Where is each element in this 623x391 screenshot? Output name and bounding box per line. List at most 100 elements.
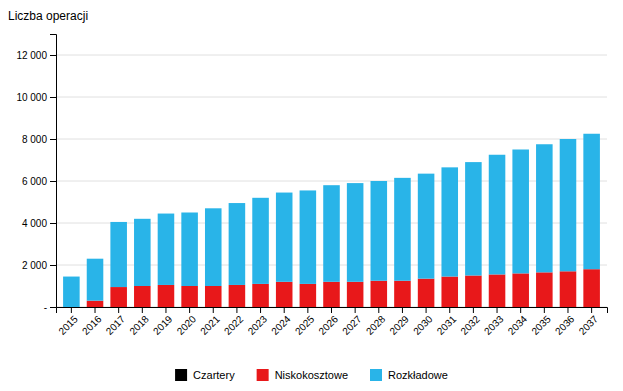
tick-label: 4 000: [22, 218, 47, 229]
bar: [205, 286, 222, 307]
tick: 2019: [151, 307, 175, 337]
bar: [134, 219, 151, 286]
tick-mark: [284, 307, 285, 313]
tick: 2030: [411, 307, 435, 337]
series: [63, 134, 600, 307]
bar: [229, 285, 246, 307]
bar: [583, 269, 600, 307]
bar: [87, 301, 104, 307]
tick-label: 2020: [175, 313, 199, 337]
tick-label: 2022: [222, 313, 246, 337]
legend-label: Niskokosztowe: [275, 369, 348, 381]
tick-label: 2021: [198, 313, 222, 337]
bar: [441, 167, 458, 276]
bar: [465, 276, 482, 308]
legend-item: Rozkładowe: [370, 369, 448, 381]
tick-mark: [567, 307, 568, 313]
tick-mark: [213, 307, 214, 313]
tick-label: 2029: [387, 313, 411, 337]
bar: [110, 287, 127, 307]
bar: [489, 274, 506, 307]
bar: [418, 279, 435, 307]
bar: [134, 286, 151, 307]
legend-swatch: [175, 369, 187, 381]
tick-mark: [50, 307, 56, 308]
bar: [441, 277, 458, 307]
bar: [300, 190, 317, 283]
tick-mark: [449, 307, 450, 313]
grid-line: [56, 97, 607, 98]
tick-mark: [165, 307, 166, 313]
tick-label: 2018: [127, 313, 151, 337]
bar: [465, 162, 482, 275]
legend-item: Czartery: [175, 369, 235, 381]
tick-mark: [497, 307, 498, 313]
tick: 4 000: [22, 218, 56, 229]
x-axis: 2015201620172018201920202021202220232024…: [56, 307, 607, 337]
bar: [205, 208, 222, 286]
tick-label: 2 000: [22, 260, 47, 271]
tick-mark: [378, 307, 379, 313]
tick: 2035: [529, 307, 553, 337]
tick-label: 2035: [529, 313, 553, 337]
tick-label: 2023: [246, 313, 270, 337]
y-axis: -2 0004 0006 0008 00010 00012 000: [16, 35, 56, 313]
bar: [87, 259, 104, 301]
bar: [560, 271, 577, 307]
bar: [583, 134, 600, 269]
tick: 2029: [387, 307, 411, 337]
bar: [300, 284, 317, 307]
bar: [536, 144, 553, 272]
legend-item: Niskokosztowe: [257, 369, 348, 381]
tick: 2021: [198, 307, 222, 337]
bar: [418, 174, 435, 279]
bar: [252, 284, 269, 307]
bar: [512, 150, 529, 274]
tick-label: 2028: [364, 313, 388, 337]
tick: -: [44, 302, 56, 313]
tick-label: 2025: [293, 313, 317, 337]
bar: [394, 281, 411, 307]
tick-mark: [50, 139, 56, 140]
tick-mark: [142, 307, 143, 313]
bars: [63, 134, 600, 307]
bar: [276, 282, 293, 307]
tick: 2036: [553, 307, 577, 337]
tick: 2031: [435, 307, 459, 337]
tick-mark: [236, 307, 237, 313]
tick: 2018: [127, 307, 151, 337]
tick: 2024: [269, 307, 293, 337]
tick-label: 2015: [56, 313, 80, 337]
bar: [110, 222, 127, 287]
bar: [512, 273, 529, 307]
y-label: Liczba operacji: [8, 9, 88, 23]
tick-mark: [544, 307, 545, 313]
tick-mark: [50, 55, 56, 56]
bar: [536, 272, 553, 307]
bar: [560, 139, 577, 271]
tick: 2027: [340, 307, 364, 337]
grid-line: [56, 55, 607, 56]
bar: [489, 155, 506, 275]
grid-line: [56, 139, 607, 140]
axis-line: [50, 35, 57, 308]
bar: [229, 203, 246, 285]
grid: [56, 55, 607, 307]
bar: [158, 285, 175, 307]
legend-label: Czartery: [193, 369, 235, 381]
tick-mark: [331, 307, 332, 313]
tick: 2015: [56, 307, 80, 337]
legend-swatch: [370, 369, 382, 381]
tick-label: 2032: [458, 313, 482, 337]
tick: 2037: [577, 307, 601, 337]
tick: 2023: [246, 307, 270, 337]
tick-label: 2034: [506, 313, 530, 337]
bar: [323, 185, 340, 282]
tick-mark: [71, 307, 72, 313]
bar: [276, 193, 293, 282]
tick-label: 6 000: [22, 176, 47, 187]
tick-label: 2017: [104, 313, 128, 337]
legend: Czartery Niskokosztowe Rozkładowe: [175, 369, 448, 381]
tick-mark: [402, 307, 403, 313]
tick-mark: [95, 307, 96, 313]
